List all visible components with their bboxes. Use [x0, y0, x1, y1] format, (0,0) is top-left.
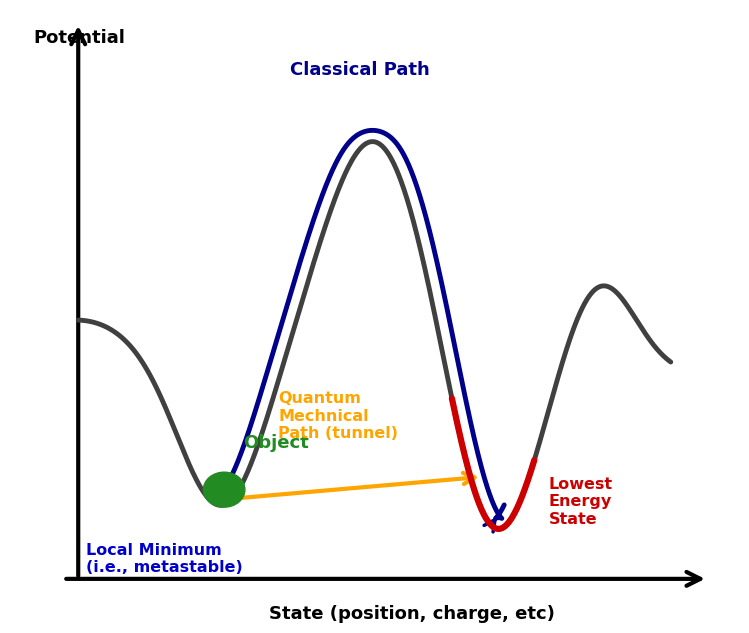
Circle shape	[204, 472, 245, 507]
Text: State (position, charge, etc): State (position, charge, etc)	[269, 605, 554, 623]
Text: Local Minimum
(i.e., metastable): Local Minimum (i.e., metastable)	[85, 542, 243, 575]
Text: Object: Object	[243, 434, 309, 452]
Text: Classical Path: Classical Path	[290, 61, 430, 79]
Text: Potential: Potential	[34, 29, 126, 47]
Text: Quantum
Mechnical
Path (tunnel): Quantum Mechnical Path (tunnel)	[278, 391, 398, 441]
Text: Lowest
Energy
State: Lowest Energy State	[548, 477, 613, 527]
